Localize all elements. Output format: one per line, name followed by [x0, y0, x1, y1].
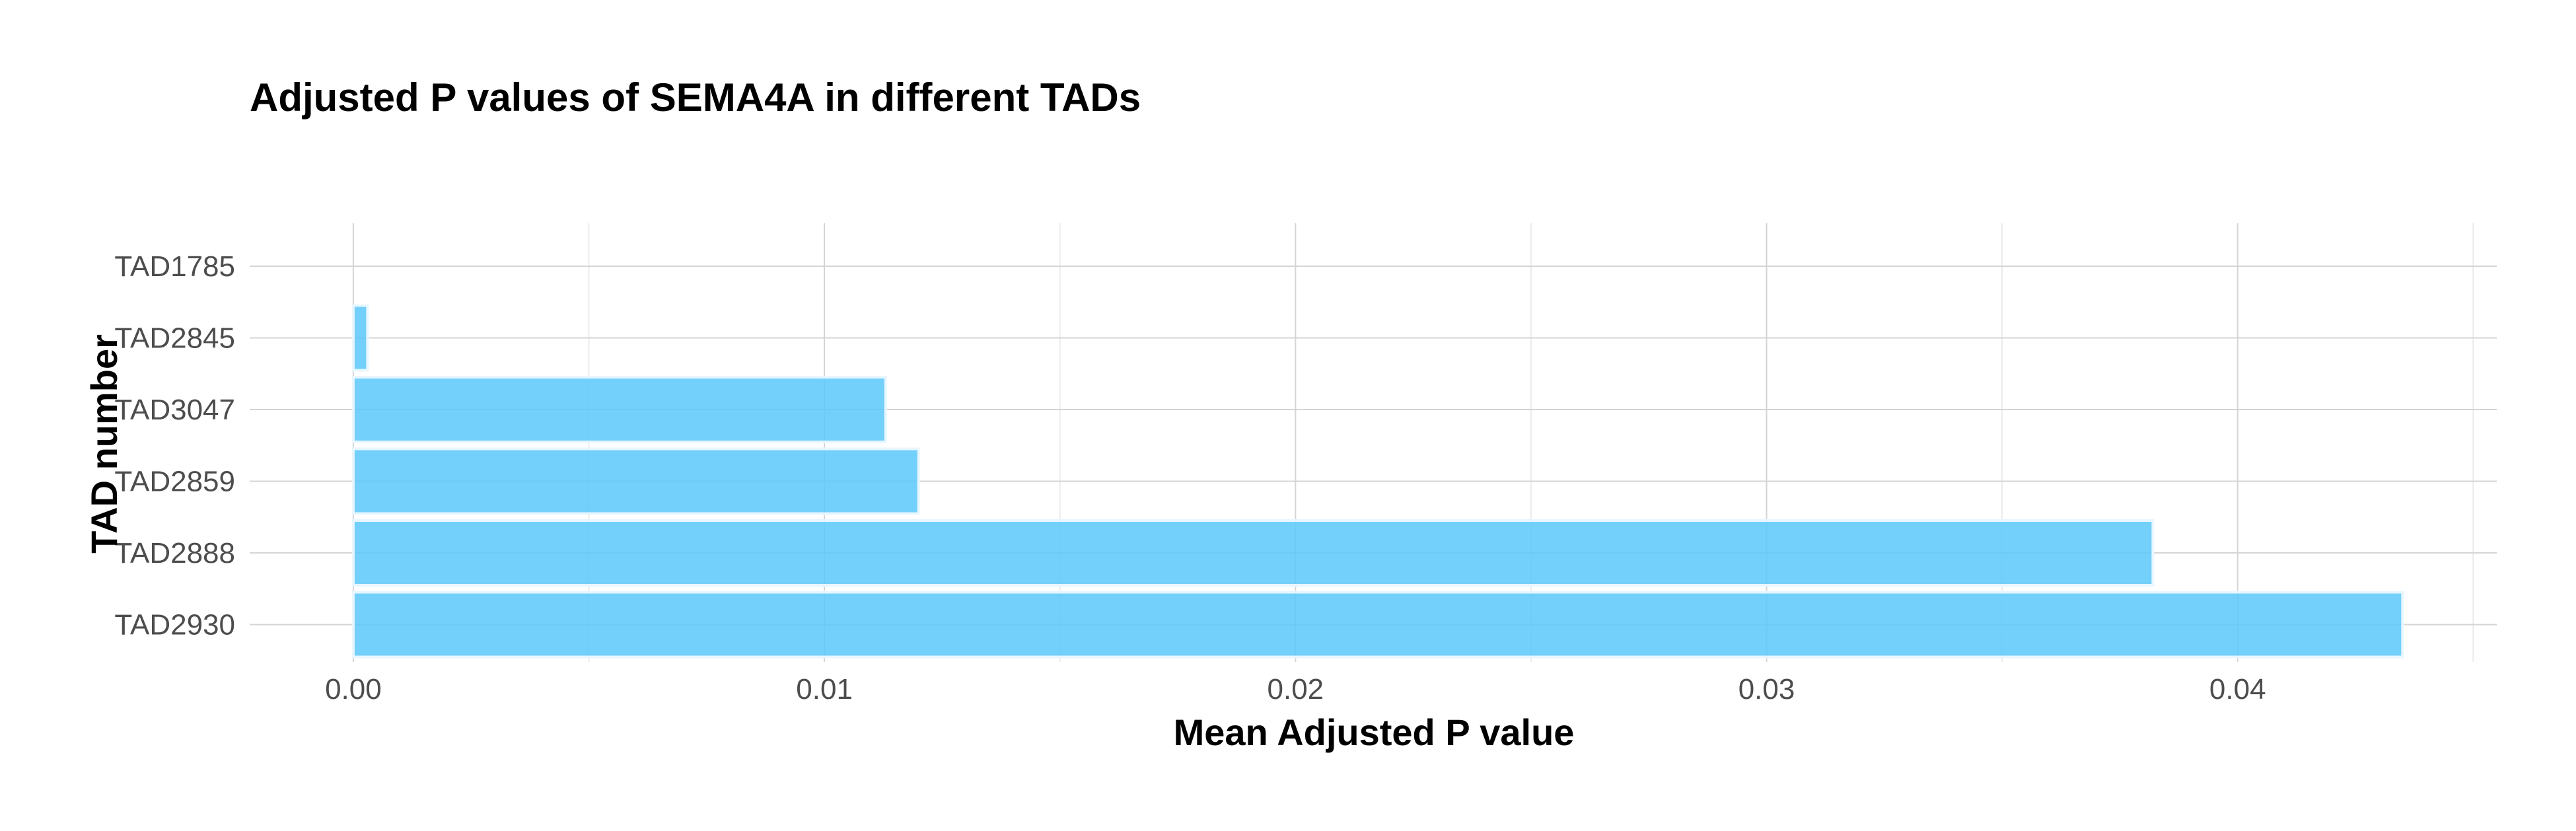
x-tick-label: 0.02 — [1268, 673, 1324, 705]
x-tick-label: 0.01 — [796, 673, 853, 705]
bar-tad2930 — [351, 591, 2404, 659]
y-tick-label: TAD2930 — [114, 609, 235, 641]
chart-title: Adjusted P values of SEMA4A in different… — [250, 75, 1141, 120]
x-tick-label: 0.00 — [325, 673, 382, 705]
x-tick-labels: 0.00 0.01 0.02 0.03 0.04 — [325, 673, 2266, 705]
y-tick-label: TAD2845 — [114, 322, 235, 355]
x-tick-label: 0.04 — [2209, 673, 2266, 705]
x-tick-label: 0.03 — [1738, 673, 1795, 705]
y-tick-label: TAD2888 — [114, 537, 235, 569]
y-tick-label: TAD2859 — [114, 466, 235, 498]
bar-tad3047 — [351, 376, 887, 443]
bar-tad2888 — [351, 519, 2155, 587]
bar-tad2859 — [351, 447, 920, 515]
bars — [351, 304, 2404, 659]
bar-tad2845 — [351, 304, 369, 372]
y-tick-label: TAD1785 — [114, 250, 235, 283]
y-tick-labels: TAD1785 TAD2845 TAD3047 TAD2859 TAD2888 TAD29… — [114, 250, 235, 641]
x-axis-title: Mean Adjusted P value — [1174, 711, 1575, 753]
y-axis-title: TAD number — [83, 334, 125, 554]
y-tick-label: TAD3047 — [114, 394, 235, 426]
